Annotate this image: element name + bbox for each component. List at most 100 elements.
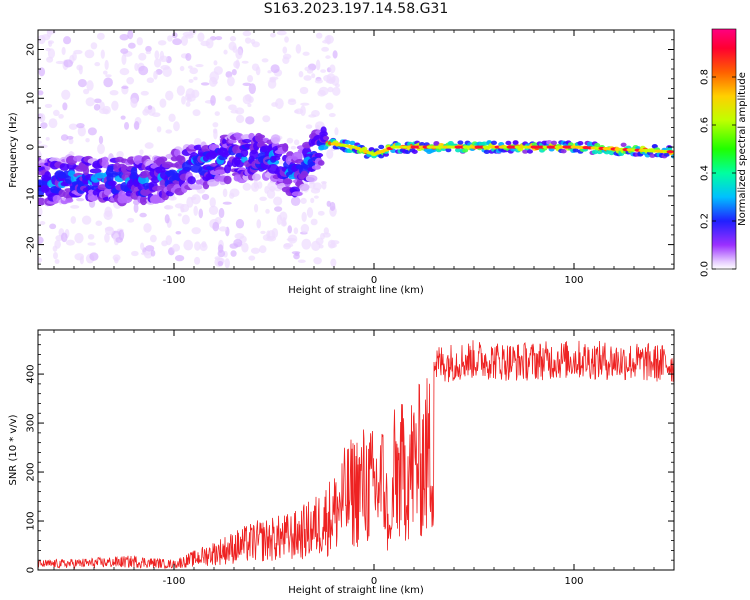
spectrogram-noise-blob bbox=[145, 51, 151, 55]
spectrogram-noise-blob bbox=[267, 181, 278, 191]
spectrogram-noise-blob bbox=[305, 124, 313, 129]
spectrogram-noise-blob bbox=[138, 52, 147, 61]
y-tick-label: -20 bbox=[26, 236, 37, 252]
spectrogram-noise-blob bbox=[325, 79, 336, 84]
spectrogram-ridge-blob bbox=[527, 149, 533, 154]
y-tick-label: 20 bbox=[26, 43, 37, 56]
spectrogram-noise-blob bbox=[250, 247, 260, 254]
spectrogram-noise-blob bbox=[224, 96, 233, 102]
spectrogram-noise-blob bbox=[245, 94, 252, 102]
spectrogram-noise-blob bbox=[320, 232, 326, 240]
spectrogram-ridge-blob bbox=[594, 142, 601, 148]
spectrogram-noise-blob bbox=[156, 126, 162, 133]
spectrogram-noise-blob bbox=[49, 223, 57, 230]
spectrogram-noise-blob bbox=[70, 216, 77, 224]
spectrogram-ridge-blob bbox=[378, 144, 385, 150]
spectrogram-noise-blob bbox=[151, 112, 161, 118]
spectrogram-noise-blob bbox=[192, 109, 201, 117]
y-tick-label: -10 bbox=[26, 188, 37, 204]
spectrogram-ridge-blob bbox=[491, 140, 497, 145]
spectrogram-ridge-blob bbox=[649, 153, 656, 158]
spectrogram-noise-blob bbox=[188, 78, 194, 83]
spectrogram-noise-blob bbox=[40, 122, 48, 129]
spectrogram-ridge-blob bbox=[101, 156, 109, 163]
spectrogram-noise-blob bbox=[290, 145, 297, 150]
spectrogram-ridge-blob bbox=[130, 166, 138, 177]
spectrogram-noise-blob bbox=[274, 206, 283, 212]
spectrogram-noise-blob bbox=[320, 69, 327, 73]
spectrogram-noise-blob bbox=[150, 249, 156, 257]
spectrogram-ridge-blob bbox=[211, 144, 220, 149]
spectrogram-noise-blob bbox=[164, 214, 170, 224]
spectrogram-noise-blob bbox=[310, 218, 318, 226]
spectrogram-ridge-blob bbox=[241, 138, 252, 144]
spectrogram-noise-blob bbox=[167, 35, 173, 42]
spectrogram-noise-blob bbox=[81, 215, 92, 225]
spectrogram-noise-blob bbox=[266, 189, 276, 199]
spectrogram-noise-blob bbox=[270, 64, 280, 74]
spectrogram-ridge-blob bbox=[551, 140, 557, 146]
spectrogram-noise-blob bbox=[154, 50, 160, 60]
spectrogram-noise-blob bbox=[321, 181, 327, 190]
spectrogram-noise-blob bbox=[332, 86, 341, 96]
spectrogram-ridge-blob bbox=[65, 198, 74, 203]
spectrogram-noise-blob bbox=[222, 188, 228, 198]
spectrogram-ridge-blob bbox=[103, 188, 112, 196]
spectrogram-noise-blob bbox=[215, 36, 223, 41]
spectrogram-noise-blob bbox=[47, 40, 55, 45]
spectrogram-ridge-blob bbox=[433, 140, 440, 146]
spectrogram-noise-blob bbox=[168, 196, 177, 201]
spectrogram-ridge-blob bbox=[108, 180, 117, 186]
spectrogram-noise-blob bbox=[247, 74, 254, 83]
spectrogram-noise-blob bbox=[328, 112, 336, 118]
spectrogram-noise-blob bbox=[233, 60, 241, 69]
spectrogram-ridge-blob bbox=[317, 160, 325, 166]
spectrogram-ridge-blob bbox=[522, 149, 529, 154]
spectrogram-noise-blob bbox=[181, 214, 190, 225]
spectrogram-ridge-blob bbox=[187, 176, 196, 185]
spectrogram-noise-blob bbox=[119, 33, 129, 41]
spectrogram-ridge-blob bbox=[349, 140, 356, 146]
colorbar-tick-label: 0.2 bbox=[700, 213, 711, 229]
spectrogram-noise-blob bbox=[127, 30, 134, 40]
spectrogram-ridge-blob bbox=[235, 133, 244, 142]
spectrogram-noise-blob bbox=[45, 47, 52, 52]
spectrogram-noise-blob bbox=[287, 99, 297, 106]
spectrogram-noise-blob bbox=[251, 41, 260, 48]
spectrogram-noise-blob bbox=[140, 242, 145, 251]
spectrogram-ridge-blob bbox=[173, 149, 181, 157]
spectrogram-noise-blob bbox=[217, 260, 224, 267]
spectrogram-noise-blob bbox=[242, 182, 252, 191]
spectrogram-noise-blob bbox=[63, 36, 72, 45]
spectrogram-ridge-blob bbox=[214, 169, 227, 175]
spectrogram-noise-blob bbox=[172, 243, 181, 252]
spectrogram-ridge-blob bbox=[481, 141, 488, 146]
spectrogram-ridge-blob bbox=[228, 139, 237, 144]
spectrogram-noise-blob bbox=[255, 66, 261, 76]
spectrogram-noise-blob bbox=[44, 103, 53, 108]
spectrogram-noise-blob bbox=[109, 90, 119, 96]
spectrogram-noise-blob bbox=[139, 149, 144, 155]
spectrogram-noise-blob bbox=[318, 244, 324, 249]
spectrogram-noise-blob bbox=[76, 64, 83, 71]
colorbar-tick-label: 0.4 bbox=[700, 165, 711, 181]
spectrogram-noise-blob bbox=[52, 245, 58, 252]
spectrogram-noise-blob bbox=[297, 259, 306, 263]
colorbar-frame bbox=[711, 28, 737, 270]
spectrogram-noise-blob bbox=[86, 80, 94, 91]
spectrogram-noise-blob bbox=[189, 67, 199, 75]
spectrogram-noise-blob bbox=[171, 32, 178, 39]
spectrogram-noise-blob bbox=[218, 226, 228, 232]
spectrogram-noise-blob bbox=[241, 242, 249, 253]
spectrogram-noise-blob bbox=[231, 69, 237, 76]
spectrogram-ridge-blob bbox=[291, 191, 303, 197]
spectrogram-noise-blob bbox=[213, 129, 218, 140]
spectrogram-ridge-blob bbox=[323, 135, 329, 141]
spectrogram-noise-blob bbox=[218, 207, 225, 219]
spectrogram-noise-blob bbox=[38, 67, 46, 77]
spectrogram-noise-blob bbox=[306, 207, 314, 218]
spectrogram-noise-blob bbox=[48, 118, 58, 129]
spectrogram-noise-blob bbox=[160, 64, 170, 70]
spectrogram-noise-blob bbox=[70, 205, 80, 209]
